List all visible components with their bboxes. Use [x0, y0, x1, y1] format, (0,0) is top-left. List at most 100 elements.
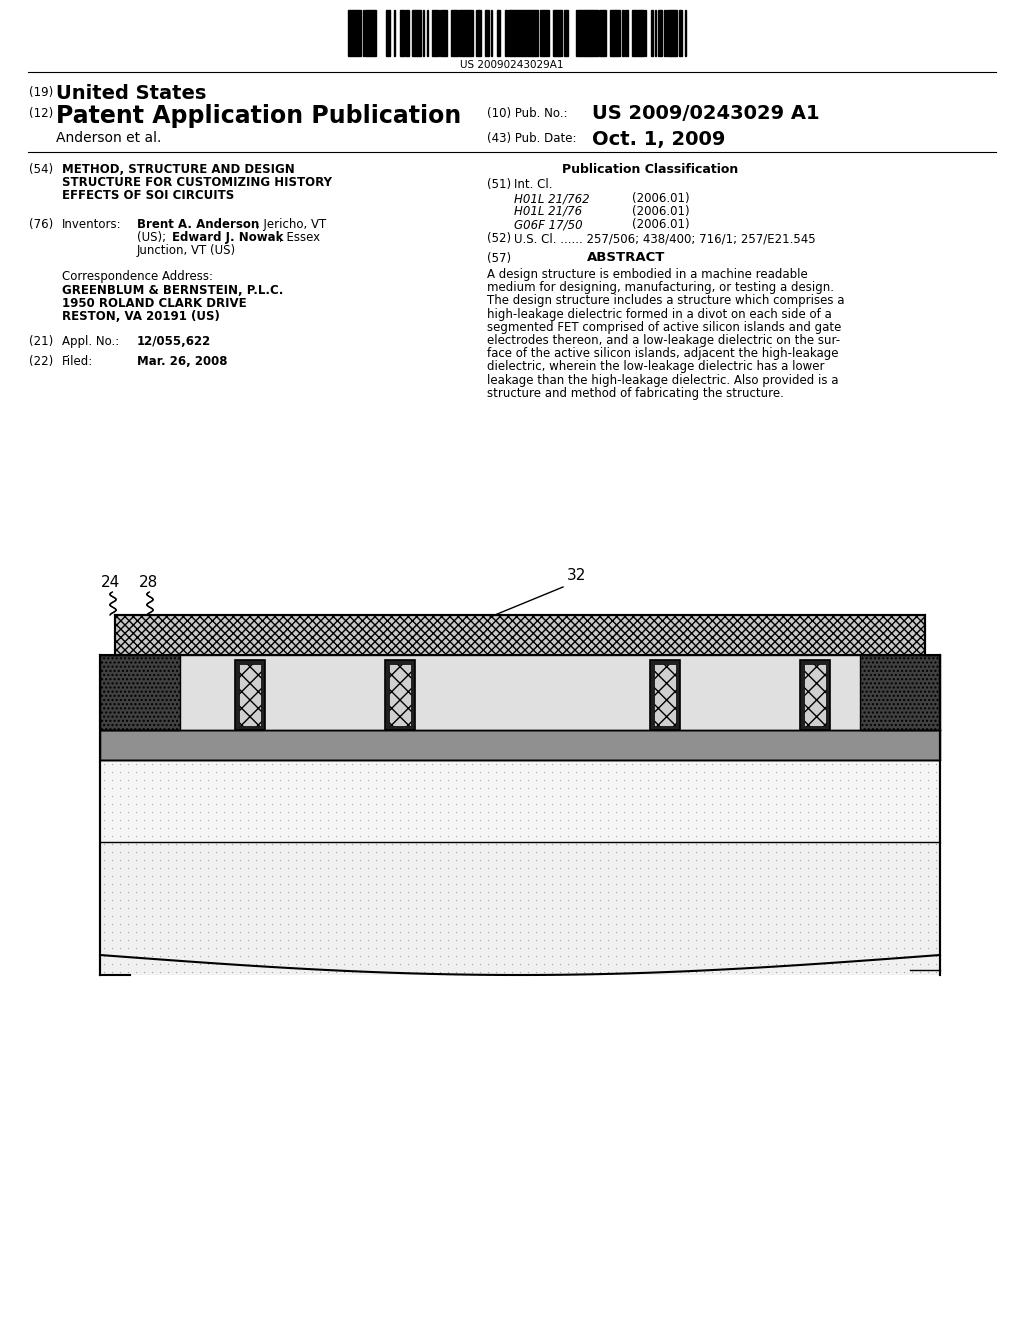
Bar [468, 11, 470, 55]
Bar [650, 660, 680, 730]
Bar [511, 11, 514, 55]
Text: (19): (19) [29, 86, 53, 99]
Bar [400, 11, 402, 55]
Text: , Essex: , Essex [279, 231, 321, 244]
Text: (2006.01): (2006.01) [632, 218, 689, 231]
Text: face of the active silicon islands, adjacent the high-leakage: face of the active silicon islands, adja… [487, 347, 839, 360]
Bar [546, 11, 549, 55]
Bar [559, 11, 562, 55]
Bar [610, 11, 612, 55]
Bar [402, 11, 404, 55]
Text: METHOD, STRUCTURE AND DESIGN: METHOD, STRUCTURE AND DESIGN [62, 162, 295, 176]
Bar [679, 11, 681, 55]
Bar [100, 655, 180, 730]
Bar [470, 11, 473, 55]
Bar [638, 11, 640, 55]
Bar [357, 11, 361, 55]
Text: leakage than the high-leakage dielectric. Also provided is a: leakage than the high-leakage dielectric… [487, 374, 839, 387]
Text: (76): (76) [29, 218, 53, 231]
Bar [239, 664, 261, 726]
Bar [389, 664, 411, 726]
Bar [675, 11, 677, 55]
Bar [115, 615, 925, 655]
Bar [463, 11, 467, 55]
Bar [860, 655, 940, 730]
Bar [667, 11, 670, 55]
Bar [508, 11, 510, 55]
Bar [486, 11, 489, 55]
Text: (10) Pub. No.:: (10) Pub. No.: [487, 107, 567, 120]
Text: H01L 21/762: H01L 21/762 [514, 191, 590, 205]
Text: Inventors:: Inventors: [62, 218, 122, 231]
Bar [180, 655, 860, 730]
Text: (22): (22) [29, 355, 53, 368]
Bar [540, 11, 544, 55]
Bar [632, 11, 634, 55]
Bar [100, 760, 940, 842]
Bar [592, 11, 596, 55]
Text: Publication Classification: Publication Classification [562, 162, 738, 176]
Bar [519, 11, 521, 55]
Bar [415, 11, 417, 55]
Bar [445, 11, 447, 55]
Bar [365, 11, 369, 55]
Bar [100, 730, 940, 760]
Text: (54): (54) [29, 162, 53, 176]
Bar [385, 660, 415, 730]
Text: (52): (52) [487, 232, 511, 246]
Bar [514, 11, 518, 55]
Text: , Jericho, VT: , Jericho, VT [256, 218, 327, 231]
Bar [534, 11, 535, 55]
Bar [641, 11, 643, 55]
Bar [634, 11, 638, 55]
Text: 1950 ROLAND CLARK DRIVE: 1950 ROLAND CLARK DRIVE [62, 297, 247, 310]
Text: medium for designing, manufacturing, or testing a design.: medium for designing, manufacturing, or … [487, 281, 834, 294]
Text: 12/055,622: 12/055,622 [137, 335, 211, 348]
Text: U.S. Cl. ...... 257/506; 438/400; 716/1; 257/E21.545: U.S. Cl. ...... 257/506; 438/400; 716/1;… [514, 232, 816, 246]
Text: (12): (12) [29, 107, 53, 120]
Text: STRUCTURE FOR CUSTOMIZING HISTORY: STRUCTURE FOR CUSTOMIZING HISTORY [62, 176, 332, 189]
Text: Oct. 1, 2009: Oct. 1, 2009 [592, 129, 725, 149]
Text: Patent Application Publication: Patent Application Publication [56, 104, 461, 128]
Bar [372, 11, 376, 55]
Text: Edward J. Nowak: Edward J. Nowak [172, 231, 284, 244]
Bar [417, 11, 419, 55]
Bar [589, 11, 591, 55]
Bar [442, 11, 445, 55]
Bar [455, 11, 458, 55]
Text: dielectric, wherein the low-leakage dielectric has a lower: dielectric, wherein the low-leakage diel… [487, 360, 824, 374]
Bar [664, 11, 666, 55]
Text: (51): (51) [487, 178, 511, 191]
Text: Anderson et al.: Anderson et al. [56, 131, 162, 145]
Text: (21): (21) [29, 335, 53, 348]
Bar [476, 11, 479, 55]
Text: 32: 32 [567, 568, 587, 583]
Text: EFFECTS OF SOI CIRCUITS: EFFECTS OF SOI CIRCUITS [62, 189, 234, 202]
Text: 28: 28 [138, 576, 158, 590]
Bar [584, 11, 586, 55]
Bar [564, 11, 568, 55]
Bar [603, 11, 606, 55]
Text: (57): (57) [487, 252, 511, 265]
Bar [522, 11, 525, 55]
Bar [625, 11, 628, 55]
Text: electrodes thereon, and a low-leakage dielectric on the sur-: electrodes thereon, and a low-leakage di… [487, 334, 840, 347]
Bar [544, 11, 546, 55]
Bar [432, 11, 436, 55]
Text: Filed:: Filed: [62, 355, 93, 368]
Text: Appl. No.:: Appl. No.: [62, 335, 119, 348]
Text: G06F 17/50: G06F 17/50 [514, 218, 583, 231]
Bar [535, 11, 537, 55]
Text: Junction, VT (US): Junction, VT (US) [137, 244, 237, 257]
Text: 24: 24 [100, 576, 120, 590]
Text: Int. Cl.: Int. Cl. [514, 178, 553, 191]
Text: ABSTRACT: ABSTRACT [587, 251, 666, 264]
Bar [353, 11, 357, 55]
Bar [350, 11, 353, 55]
Text: RESTON, VA 20191 (US): RESTON, VA 20191 (US) [62, 310, 220, 323]
Bar [419, 11, 421, 55]
Bar [436, 11, 438, 55]
Text: (US);: (US); [137, 231, 166, 244]
Text: GREENBLUM & BERNSTEIN, P.L.C.: GREENBLUM & BERNSTEIN, P.L.C. [62, 284, 284, 297]
Bar [386, 11, 388, 55]
